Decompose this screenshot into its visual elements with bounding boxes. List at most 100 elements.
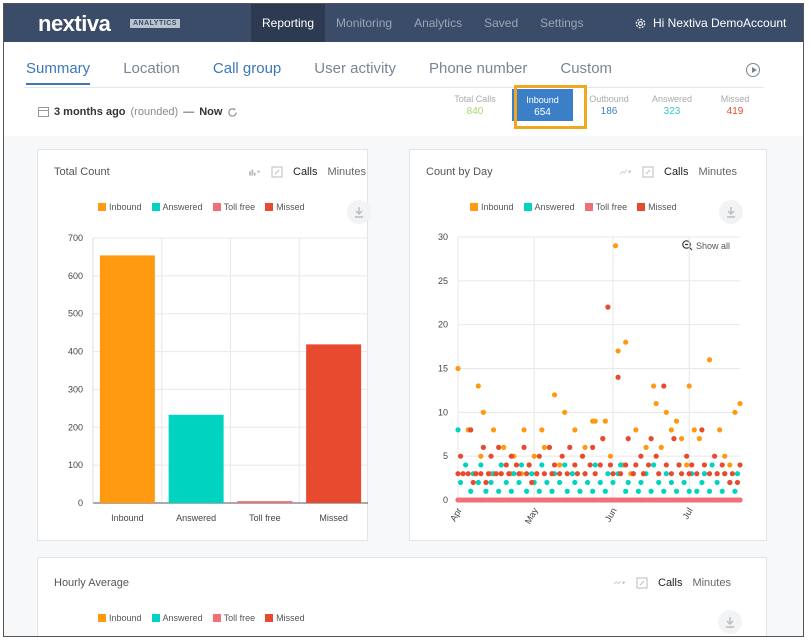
point-inbound[interactable] <box>551 392 558 398</box>
point-missed[interactable] <box>729 471 735 477</box>
toggle-calls[interactable]: Calls <box>658 577 683 589</box>
point-missed[interactable] <box>699 427 705 433</box>
bar-answered[interactable] <box>168 414 224 503</box>
point-missed[interactable] <box>684 453 690 459</box>
point-missed[interactable] <box>508 453 514 459</box>
nav-item-monitoring[interactable]: Monitoring <box>336 16 393 30</box>
legend-item[interactable]: Inbound <box>98 613 142 623</box>
point-answered[interactable] <box>478 462 484 468</box>
point-inbound[interactable] <box>658 444 664 450</box>
point-answered[interactable] <box>709 462 715 468</box>
point-missed[interactable] <box>480 444 487 450</box>
point-inbound[interactable] <box>663 409 669 415</box>
point-missed[interactable] <box>513 462 520 468</box>
point-missed[interactable] <box>536 453 542 459</box>
point-missed[interactable] <box>719 462 725 468</box>
date-range[interactable]: 3 months ago (rounded) — Now <box>38 106 238 118</box>
tab-user-activity[interactable]: User activity <box>314 60 396 77</box>
point-missed[interactable] <box>496 444 502 450</box>
point-missed[interactable] <box>640 471 647 477</box>
point-missed[interactable] <box>549 471 555 477</box>
point-answered[interactable] <box>638 479 644 486</box>
point-answered[interactable] <box>508 488 514 494</box>
point-inbound[interactable] <box>727 462 733 468</box>
point-missed[interactable] <box>465 471 471 477</box>
point-answered[interactable] <box>623 488 629 494</box>
point-answered[interactable] <box>468 488 474 494</box>
legend-item[interactable]: Toll free <box>212 202 255 212</box>
point-answered[interactable] <box>605 471 611 477</box>
toggle-minutes[interactable]: Minutes <box>692 577 731 589</box>
point-missed[interactable] <box>503 462 509 468</box>
point-inbound[interactable] <box>706 357 713 363</box>
point-inbound[interactable] <box>521 427 527 433</box>
point-missed[interactable] <box>734 479 741 486</box>
logo[interactable]: nextiva <box>38 11 111 36</box>
date-range-end[interactable]: Now <box>199 106 223 118</box>
point-inbound[interactable] <box>455 365 461 372</box>
legend-item[interactable]: Answered <box>151 613 203 623</box>
download-button[interactable] <box>719 200 743 224</box>
point-inbound[interactable] <box>686 383 692 389</box>
point-answered[interactable] <box>569 471 575 477</box>
point-missed[interactable] <box>457 453 464 459</box>
point-missed[interactable] <box>551 462 558 468</box>
point-answered[interactable] <box>661 488 667 494</box>
point-missed[interactable] <box>564 471 570 477</box>
point-answered[interactable] <box>686 488 692 494</box>
point-inbound[interactable] <box>732 409 738 415</box>
point-inbound[interactable] <box>562 409 568 415</box>
stat-missed[interactable]: Missed 419 <box>704 94 766 126</box>
point-missed[interactable] <box>592 471 598 477</box>
point-inbound[interactable] <box>673 418 680 424</box>
point-inbound[interactable] <box>668 427 675 433</box>
point-missed[interactable] <box>559 453 565 459</box>
point-missed[interactable] <box>633 462 639 468</box>
point-answered[interactable] <box>699 479 705 486</box>
point-missed[interactable] <box>526 462 532 468</box>
play-icon[interactable] <box>746 63 760 77</box>
point-answered[interactable] <box>719 488 725 494</box>
point-answered[interactable] <box>503 479 509 486</box>
point-inbound[interactable] <box>539 427 545 433</box>
point-inbound[interactable] <box>678 436 685 442</box>
point-answered[interactable] <box>734 471 741 477</box>
download-icon[interactable] <box>718 610 742 634</box>
point-missed[interactable] <box>661 383 667 389</box>
point-missed[interactable] <box>485 471 492 477</box>
point-answered[interactable] <box>597 479 603 486</box>
point-inbound[interactable] <box>501 444 507 450</box>
point-inbound[interactable] <box>691 427 697 433</box>
point-answered[interactable] <box>694 488 700 494</box>
legend-item[interactable]: Inbound <box>470 202 514 212</box>
bar-inbound[interactable] <box>99 255 155 503</box>
point-answered[interactable] <box>625 479 631 486</box>
toggle-minutes[interactable]: Minutes <box>698 166 737 178</box>
tab-location[interactable]: Location <box>123 60 180 77</box>
point-missed[interactable] <box>468 427 474 433</box>
download-icon[interactable] <box>347 200 371 224</box>
point-missed[interactable] <box>455 471 461 477</box>
point-missed[interactable] <box>590 444 596 450</box>
point-missed[interactable] <box>541 471 547 477</box>
bar-missed[interactable] <box>306 344 362 503</box>
point-missed[interactable] <box>498 471 504 477</box>
point-missed[interactable] <box>668 471 675 477</box>
point-missed[interactable] <box>574 471 581 477</box>
legend-item[interactable]: Inbound <box>98 202 142 212</box>
point-inbound[interactable] <box>615 348 621 354</box>
line-chart-icon[interactable] <box>620 166 632 178</box>
point-missed[interactable] <box>516 471 522 477</box>
point-inbound[interactable] <box>592 418 598 424</box>
legend-item[interactable]: Toll free <box>584 202 627 212</box>
stat-outbound[interactable]: Outbound 186 <box>578 94 640 126</box>
tab-summary[interactable]: Summary <box>26 60 91 85</box>
point-inbound[interactable] <box>490 427 497 433</box>
point-answered[interactable] <box>651 462 657 468</box>
point-missed[interactable] <box>625 436 631 442</box>
refresh-icon[interactable] <box>227 107 238 118</box>
tab-phone-number[interactable]: Phone number <box>428 60 528 77</box>
point-missed[interactable] <box>488 453 494 459</box>
point-missed[interactable] <box>470 479 476 486</box>
toggle-calls[interactable]: Calls <box>293 166 318 178</box>
